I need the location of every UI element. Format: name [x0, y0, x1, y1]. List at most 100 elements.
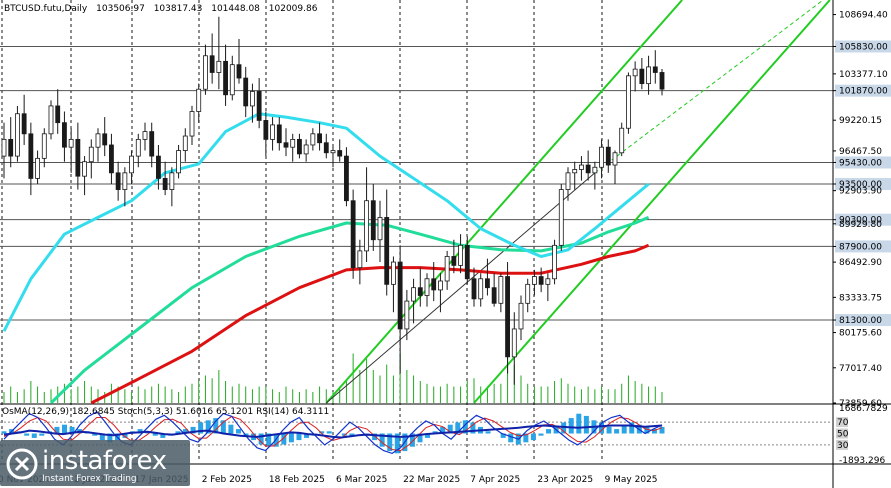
candle: [55, 89, 61, 134]
candle-body: [75, 138, 81, 177]
osma-bar: [243, 433, 249, 436]
price-axis: 108694.40 105830.00 103377.10 101870.00 9922…: [833, 11, 891, 409]
osma-bar: [137, 429, 143, 434]
candle: [8, 117, 14, 168]
candle-body: [62, 122, 67, 148]
candle: [579, 156, 584, 181]
price-tick-label: 93500.00: [839, 180, 882, 190]
candle: [478, 273, 484, 307]
candle: [176, 144, 181, 179]
osma-bar: [629, 422, 635, 434]
candle: [236, 39, 242, 84]
candle-body: [182, 135, 188, 151]
candle: [438, 273, 443, 313]
candle-body: [243, 77, 249, 107]
candle-body: [532, 276, 537, 285]
osma-bar: [379, 433, 385, 447]
osma-bar: [500, 433, 506, 438]
candle: [41, 128, 47, 168]
osma-bar: [183, 429, 189, 434]
candle-body: [8, 138, 14, 157]
price-tick-label: 86492.90: [839, 258, 882, 268]
candle: [626, 72, 631, 134]
candle: [411, 278, 416, 324]
candle: [250, 83, 255, 123]
candle-body: [115, 172, 121, 190]
candle: [162, 161, 168, 196]
time-tick-label: 23 Apr 2025: [537, 475, 593, 485]
candle-body: [350, 200, 356, 269]
osma-bar: [213, 418, 219, 434]
candle: [135, 133, 141, 168]
candle: [612, 150, 618, 184]
candle-body: [203, 55, 208, 90]
candle-body: [404, 300, 410, 330]
candle: [471, 267, 477, 307]
candle: [652, 50, 658, 84]
price-label-bg: [835, 40, 891, 53]
candle: [330, 144, 336, 168]
osma-bar: [190, 426, 196, 434]
candle: [182, 128, 188, 162]
osma-bar: [508, 433, 514, 443]
candle-body: [276, 124, 282, 144]
candle: [518, 295, 524, 341]
candle-body: [290, 138, 296, 148]
osma-bar: [644, 426, 650, 434]
candle-body: [15, 113, 20, 157]
candle: [149, 122, 155, 168]
candle: [109, 133, 114, 184]
osma-bar: [462, 420, 468, 434]
osma-bar: [175, 431, 181, 434]
level-label-bg: [836, 428, 848, 439]
candle-body: [478, 278, 484, 300]
osma-bar: [54, 426, 60, 434]
candle-body: [397, 261, 403, 330]
candle: [377, 200, 383, 263]
candle-body: [142, 131, 148, 140]
osma-bar: [659, 426, 665, 434]
candle-body: [28, 133, 34, 179]
candle-body: [35, 157, 40, 179]
osma-bar: [107, 433, 113, 443]
candle: [538, 267, 544, 293]
logo-word: instaforex: [42, 446, 167, 476]
candle: [156, 144, 161, 190]
instaforex-logo: instaforex Instant Forex Trading: [6, 446, 186, 484]
price-tick-label: 101870.00: [839, 87, 888, 97]
candle-body: [21, 113, 27, 135]
candle-body: [357, 250, 363, 269]
candle: [169, 167, 175, 207]
candle: [35, 150, 40, 184]
osma-bar: [1, 431, 7, 434]
osma-bar: [614, 429, 620, 434]
osma-bar: [387, 433, 393, 452]
candle: [364, 167, 369, 263]
candle-body: [323, 142, 329, 154]
candle: [88, 139, 94, 179]
candle-body: [41, 133, 47, 159]
candle: [572, 161, 578, 190]
price-label-bg: [835, 213, 891, 226]
candle: [15, 105, 20, 162]
time-tick-label: 9 May 2025: [605, 475, 658, 485]
candle-body: [565, 172, 571, 190]
candle-body: [95, 133, 101, 148]
candle: [491, 273, 497, 307]
osma-bar: [326, 431, 332, 434]
candle-body: [431, 278, 437, 291]
candle: [417, 267, 423, 307]
price-tick-label: 90300.00: [839, 216, 882, 226]
price-tick-label: 105830.00: [839, 42, 888, 52]
candle-body: [605, 146, 611, 166]
candle: [599, 139, 604, 179]
osma-bar: [576, 413, 582, 434]
candle-body: [579, 164, 584, 170]
candle-body: [626, 75, 631, 129]
time-tick-label: 7 Apr 2025: [470, 475, 520, 485]
chart-header: BTCUSD.futu,Daily 103506.97 103817.43 10…: [4, 4, 323, 14]
osma-bar: [341, 433, 347, 436]
candle-body: [424, 278, 430, 296]
candle-body: [518, 302, 524, 330]
candle-body: [236, 64, 242, 79]
